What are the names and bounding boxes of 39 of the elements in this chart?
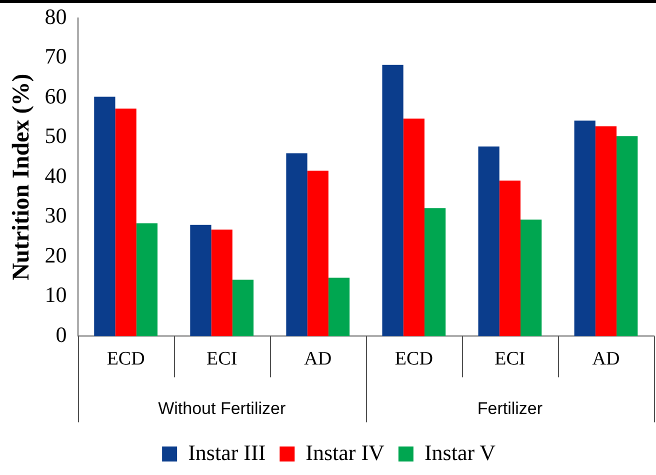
bar (478, 146, 500, 336)
text: Without Fertilizer (158, 398, 286, 418)
bar (94, 96, 116, 336)
bar (424, 208, 446, 336)
y-tick-label: 80 (44, 4, 67, 29)
bar (382, 64, 404, 336)
bar (190, 224, 212, 336)
y-tick-label: 70 (44, 44, 67, 69)
bar (574, 120, 596, 336)
y-tick-label: 10 (44, 282, 67, 308)
y-tick-label: 30 (44, 202, 67, 228)
bar (499, 180, 521, 336)
y-tick-label: 20 (44, 242, 67, 268)
text: Fertilizer (477, 398, 543, 418)
bar (595, 126, 617, 336)
legend-label: Instar V (424, 440, 496, 465)
bar (307, 170, 328, 336)
x-tick-label: AD (592, 348, 620, 370)
y-tick-label: 0 (56, 322, 67, 347)
y-tick-label: 60 (44, 83, 67, 108)
bar (616, 136, 638, 336)
bar (115, 108, 136, 336)
bar (211, 230, 232, 336)
x-tick-label: ECD (394, 348, 433, 370)
x-tick-label: ECI (494, 348, 526, 370)
x-tick-label: AD (304, 348, 332, 370)
y-tick-label: 40 (44, 162, 67, 188)
bar (403, 118, 424, 336)
x-tick-label: ECD (106, 348, 145, 370)
y-axis-title: Nutrition Index (%) (8, 74, 35, 280)
y-tick-label: 50 (44, 123, 67, 148)
x-tick-label: ECI (206, 348, 238, 370)
legend-label: Instar IV (306, 440, 385, 465)
bar (520, 220, 542, 336)
bar (328, 278, 350, 336)
bar (286, 153, 308, 336)
bar (232, 280, 254, 336)
legend-label: Instar III (188, 440, 266, 465)
bar (136, 223, 158, 336)
